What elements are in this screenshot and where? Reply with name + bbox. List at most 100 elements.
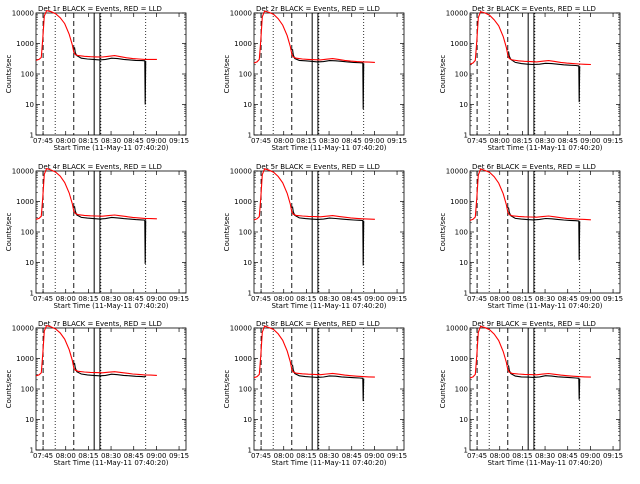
series-events-line: [291, 364, 365, 402]
y-tick-label: 100: [21, 229, 34, 237]
x-axis-label: Start Time (11-May-11 07:40:20): [271, 302, 386, 310]
x-tick-label: 08:30: [101, 452, 121, 460]
x-tick-label: 09:15: [169, 295, 189, 303]
x-tick-label: 09:15: [603, 295, 623, 303]
y-axis-label: Counts/sec: [439, 370, 447, 409]
series-lld-line: [253, 10, 375, 64]
x-tick-label: 08:00: [274, 452, 294, 460]
y-tick-label: 10: [25, 101, 34, 109]
x-tick-label: 08:00: [274, 137, 294, 145]
x-tick-label: 08:45: [558, 295, 578, 303]
y-tick-label: 1: [30, 447, 34, 455]
y-tick-label: 1: [248, 132, 252, 140]
x-tick-label: 09:15: [387, 295, 407, 303]
panel-title: Det 5r BLACK = Events, RED = LLD: [256, 163, 380, 171]
x-tick-label: 08:15: [512, 137, 532, 145]
x-tick-label: 08:00: [56, 295, 76, 303]
series-lld-line: [469, 325, 591, 379]
y-tick-label: 10000: [12, 168, 34, 176]
y-tick-label: 100: [21, 386, 34, 394]
x-tick-label: 08:45: [342, 295, 362, 303]
x-axis-label: Start Time (11-May-11 07:40:20): [53, 144, 168, 152]
panel-title: Det 7r BLACK = Events, RED = LLD: [38, 320, 162, 328]
x-axis-label: Start Time (11-May-11 07:40:20): [53, 459, 168, 467]
x-tick-label: 08:00: [274, 295, 294, 303]
series-events-line: [507, 51, 581, 103]
x-tick-label: 08:00: [490, 295, 510, 303]
y-tick-label: 1000: [450, 40, 468, 48]
series-lld-line: [35, 167, 157, 220]
x-tick-label: 08:15: [296, 452, 316, 460]
plot-frame: [469, 327, 621, 451]
x-tick-label: 08:15: [296, 295, 316, 303]
y-tick-label: 100: [455, 71, 468, 79]
panel-title: Det 9r BLACK = Events, RED = LLD: [472, 320, 596, 328]
x-tick-label: 09:00: [580, 452, 600, 460]
x-tick-label: 08:30: [319, 137, 339, 145]
y-tick-label: 10: [459, 101, 468, 109]
y-axis-label: Counts/sec: [5, 213, 13, 252]
y-tick-label: 1000: [450, 198, 468, 206]
x-tick-label: 07:45: [467, 452, 487, 460]
y-axis-label: Counts/sec: [439, 213, 447, 252]
x-tick-label: 09:15: [387, 452, 407, 460]
y-tick-label: 1000: [234, 355, 252, 363]
x-tick-label: 08:45: [124, 452, 144, 460]
x-tick-label: 07:45: [467, 295, 487, 303]
x-tick-label: 07:45: [251, 452, 271, 460]
y-tick-label: 1000: [16, 40, 34, 48]
y-tick-label: 1000: [234, 40, 252, 48]
y-tick-label: 1000: [16, 355, 34, 363]
y-tick-label: 1: [248, 290, 252, 298]
x-tick-label: 08:30: [535, 452, 555, 460]
x-tick-label: 08:15: [78, 295, 98, 303]
y-axis-label: Counts/sec: [223, 213, 231, 252]
y-tick-label: 10: [243, 101, 252, 109]
x-tick-label: 08:45: [342, 137, 362, 145]
y-tick-label: 1000: [16, 198, 34, 206]
series-lld-line: [35, 324, 157, 377]
y-axis-label: Counts/sec: [223, 370, 231, 409]
y-tick-label: 10: [25, 416, 34, 424]
y-tick-label: 1: [30, 132, 34, 140]
series-events-line: [291, 206, 365, 266]
plot-frame: [469, 12, 621, 136]
y-tick-label: 10: [459, 259, 468, 267]
x-tick-label: 09:00: [146, 295, 166, 303]
x-tick-label: 08:00: [56, 452, 76, 460]
y-tick-label: 100: [239, 386, 252, 394]
y-axis-label: Counts/sec: [439, 55, 447, 94]
x-tick-label: 07:45: [467, 137, 487, 145]
y-tick-label: 1: [464, 447, 468, 455]
y-tick-label: 100: [21, 71, 34, 79]
series-events-line: [73, 362, 146, 378]
plot-frame: [469, 170, 621, 294]
y-tick-label: 1: [464, 290, 468, 298]
plot-frame: [253, 327, 405, 451]
x-tick-label: 08:45: [124, 295, 144, 303]
x-tick-label: 09:00: [364, 452, 384, 460]
y-tick-label: 10000: [12, 10, 34, 18]
y-tick-label: 10000: [230, 325, 252, 333]
x-tick-label: 07:45: [33, 452, 53, 460]
y-tick-label: 100: [239, 229, 252, 237]
y-tick-label: 10000: [446, 10, 468, 18]
series-events-line: [73, 47, 147, 105]
panel-title: Det 6r BLACK = Events, RED = LLD: [472, 163, 596, 171]
plot-frame: [35, 170, 187, 294]
x-tick-label: 08:15: [78, 452, 98, 460]
y-tick-label: 100: [455, 229, 468, 237]
x-tick-label: 07:45: [251, 137, 271, 145]
x-tick-label: 09:15: [603, 452, 623, 460]
x-tick-label: 07:45: [33, 137, 53, 145]
x-tick-label: 08:30: [319, 295, 339, 303]
x-axis-label: Start Time (11-May-11 07:40:20): [487, 459, 602, 467]
y-tick-label: 1: [248, 447, 252, 455]
plot-frame: [253, 12, 405, 136]
x-axis-label: Start Time (11-May-11 07:40:20): [487, 302, 602, 310]
y-tick-label: 10000: [230, 168, 252, 176]
x-tick-label: 09:00: [364, 137, 384, 145]
x-tick-label: 07:45: [251, 295, 271, 303]
series-lld-line: [253, 168, 375, 221]
x-tick-label: 08:15: [78, 137, 98, 145]
